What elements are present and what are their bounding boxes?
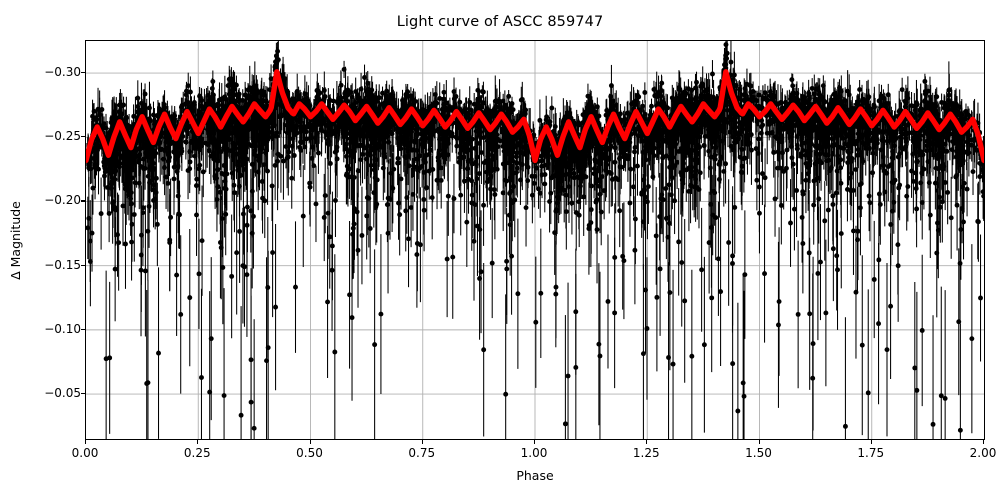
x-tick-label: 0.50 bbox=[296, 446, 323, 460]
x-tick-mark bbox=[870, 440, 872, 444]
x-tick-mark bbox=[85, 440, 87, 444]
x-tick-mark bbox=[421, 440, 423, 444]
x-axis-label: Phase bbox=[516, 468, 554, 483]
x-tick-mark bbox=[646, 440, 648, 444]
x-tick-label: 1.50 bbox=[745, 446, 772, 460]
x-tick-mark bbox=[309, 440, 311, 444]
x-tick-mark bbox=[534, 440, 536, 444]
y-tick-label: −0.10 bbox=[44, 321, 81, 336]
x-tick-mark bbox=[983, 440, 985, 444]
x-tick-label: 1.75 bbox=[857, 446, 885, 460]
y-tick-label: −0.05 bbox=[44, 386, 81, 401]
x-tick-label: 0.00 bbox=[71, 446, 99, 460]
y-tick-mark bbox=[81, 328, 85, 330]
x-tick-mark bbox=[758, 440, 760, 444]
x-tick-labels: 0.00 0.25 0.50 0.75 1.00 1.25 1.50 1.75 2.00 bbox=[72, 446, 997, 466]
x-tick-mark bbox=[197, 440, 199, 444]
binned-median-curve bbox=[86, 69, 984, 164]
chart-title: Light curve of ASCC 859747 bbox=[396, 14, 604, 30]
y-tick-mark bbox=[81, 72, 85, 74]
y-tick-mark bbox=[81, 136, 85, 138]
y-tick-mark bbox=[81, 393, 85, 395]
y-tick-label: −0.30 bbox=[44, 65, 81, 80]
y-axis-label-text: Δ Magnitude bbox=[7, 200, 23, 280]
plot-area bbox=[85, 40, 985, 440]
light-curve-plot bbox=[86, 41, 984, 439]
x-tick-label: 1.00 bbox=[520, 446, 548, 460]
x-tick-label: 0.25 bbox=[183, 446, 211, 460]
y-tick-labels: −0.30 −0.25 −0.20 −0.15 −0.10 −0.05 bbox=[29, 40, 81, 440]
y-tick-mark bbox=[81, 264, 85, 266]
x-tick-label: 2.00 bbox=[969, 446, 997, 460]
y-tick-mark bbox=[81, 200, 85, 202]
y-axis-label: Δ Magnitude bbox=[4, 0, 26, 480]
x-tick-label: 1.25 bbox=[632, 446, 660, 460]
y-tick-label: −0.15 bbox=[44, 257, 81, 272]
y-tick-label: −0.25 bbox=[44, 129, 81, 144]
x-tick-label: 0.75 bbox=[408, 446, 436, 460]
y-tick-label: −0.20 bbox=[44, 193, 81, 208]
